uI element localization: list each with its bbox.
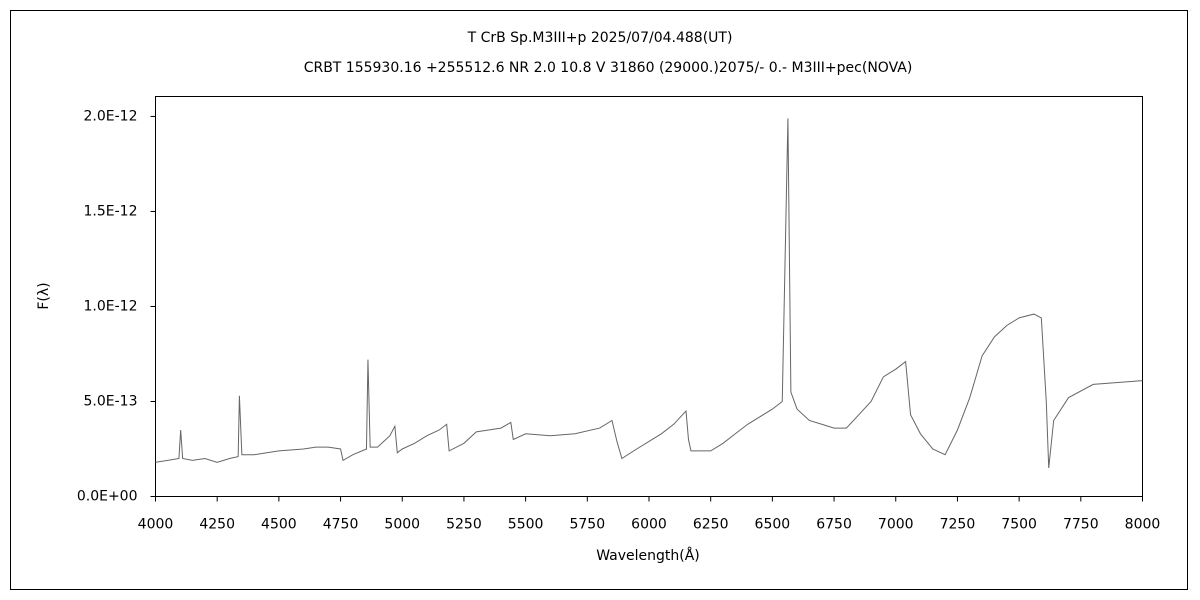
x-tick-label: 5000 (384, 517, 420, 533)
y-tick-label: 1.0E-12 (84, 298, 138, 314)
x-tick-label: 4000 (138, 517, 174, 533)
chart-subtitle: CRBT 155930.16 +255512.6 NR 2.0 10.8 V 3… (304, 60, 913, 76)
y-tick-label: 5.0E-13 (84, 393, 138, 409)
x-tick-label: 7000 (878, 517, 914, 533)
x-tick-label: 6000 (631, 517, 667, 533)
x-tick-label: 7500 (1001, 517, 1037, 533)
x-axis-label: Wavelength(Å) (596, 547, 700, 564)
x-tick-label: 8000 (1125, 517, 1161, 533)
x-tick-label: 5750 (569, 517, 605, 533)
frame (10, 10, 1188, 590)
x-tick-label: 7750 (1063, 517, 1099, 533)
x-tick-label: 6500 (755, 517, 791, 533)
x-tick-label: 4750 (323, 517, 359, 533)
chart-title: T CrB Sp.M3III+p 2025/07/04.488(UT) (467, 30, 733, 46)
y-tick-label: 1.5E-12 (84, 203, 138, 219)
x-tick-label: 5250 (446, 517, 482, 533)
spectrum-line (155, 118, 1143, 469)
x-tick-label: 6250 (693, 517, 729, 533)
x-tick-label: 5500 (508, 517, 544, 533)
x-tick-label: 4250 (199, 517, 235, 533)
x-tick-label: 7250 (940, 517, 976, 533)
x-tick-label: 4500 (261, 517, 297, 533)
x-tick-label: 6750 (816, 517, 852, 533)
y-tick-label: 2.0E-12 (84, 108, 138, 124)
y-tick-label: 0.0E+00 (77, 489, 138, 505)
y-axis-label: F(λ) (36, 282, 52, 309)
